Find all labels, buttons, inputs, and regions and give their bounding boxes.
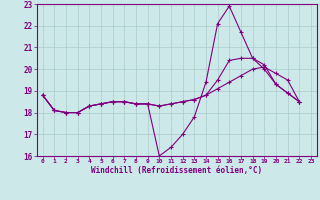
X-axis label: Windchill (Refroidissement éolien,°C): Windchill (Refroidissement éolien,°C): [91, 166, 262, 175]
